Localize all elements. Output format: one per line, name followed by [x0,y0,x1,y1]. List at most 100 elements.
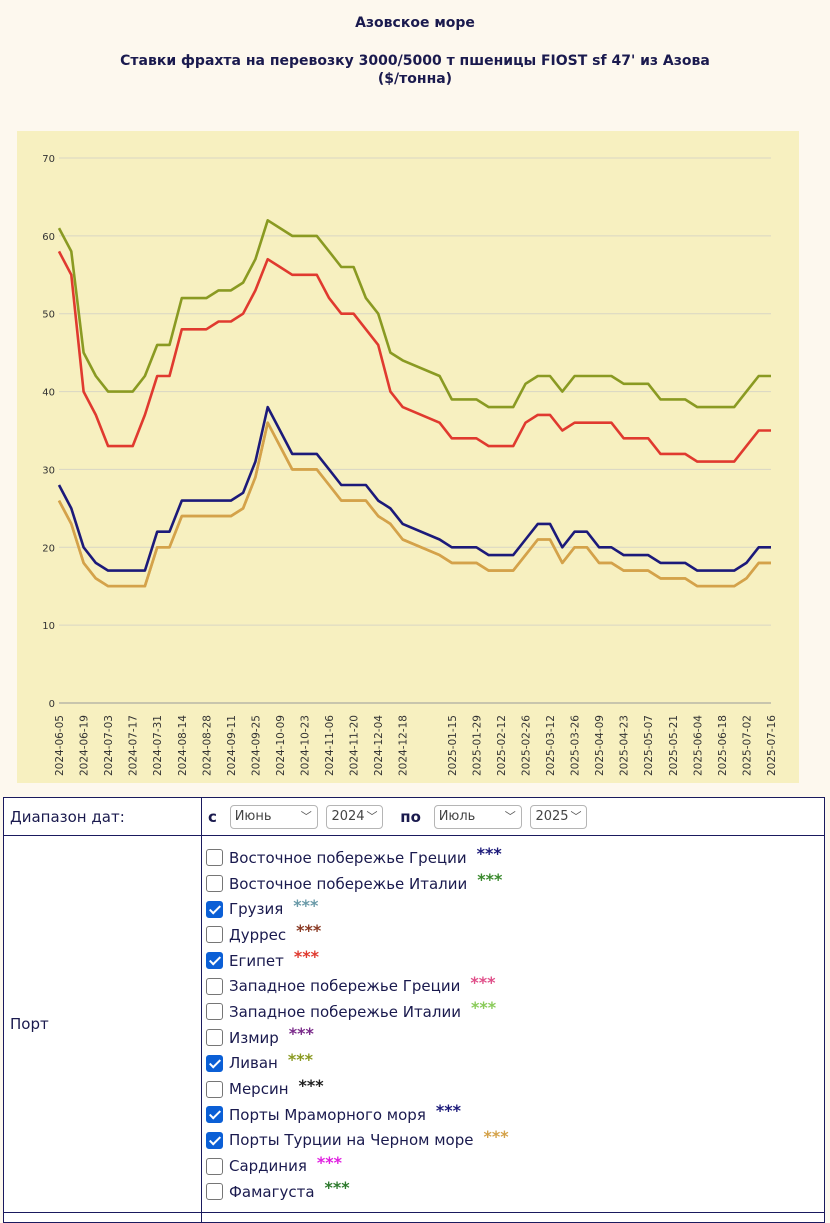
port-item[interactable]: Фамагуста *** [206,1178,823,1205]
x-tick-label: 2024-10-09 [275,715,287,776]
port-checkbox[interactable] [206,1131,223,1149]
port-checkbox[interactable] [206,875,223,893]
region-title: Азовское море [355,15,475,31]
port-item-label: Западное побережье Италии [229,1002,461,1021]
x-tick-label: 2025-06-18 [717,715,729,776]
to-year-select[interactable]: 2025 ﹀ [530,804,588,829]
date-range-label: Диапазон дат: [3,797,202,836]
port-item[interactable]: Восточное побережье Греции *** [206,844,823,871]
x-tick-label: 2025-05-07 [643,715,655,776]
port-item-label: Восточное побережье Италии [229,874,468,893]
series-line [57,405,771,572]
form-footer-cell [3,1211,202,1223]
port-checkbox[interactable] [206,1029,223,1047]
filter-form: Диапазон дат: с Июнь ﹀ 2024 ﹀ по Июль ﹀ 202… [3,797,825,1223]
y-tick-label: 20 [42,543,55,554]
x-tick-label: 2025-02-12 [496,715,508,776]
port-checkbox[interactable] [206,952,223,970]
from-year-select[interactable]: 2024 ﹀ [326,804,384,829]
x-tick-label: 2024-12-18 [398,715,410,776]
port-checkbox[interactable] [206,926,223,944]
port-label: Порт [3,835,202,1213]
port-checkbox[interactable] [206,1054,223,1072]
date-range-row: Диапазон дат: с Июнь ﹀ 2024 ﹀ по Июль ﹀ 202… [3,797,825,836]
port-item[interactable]: Ливан *** [206,1049,823,1077]
x-tick-label: 2024-08-28 [201,715,213,776]
x-tick-label: 2025-01-29 [471,715,483,776]
series-line [57,421,771,588]
port-item-label: Порты Турции на Черном море [229,1131,474,1150]
port-item-label: Сардиния [229,1157,307,1176]
port-list: Восточное побережье Греции *** Восточное п… [206,837,823,1211]
port-item[interactable]: Западное побережье Италии *** [206,998,823,1025]
y-tick-label: 30 [42,465,55,476]
port-item[interactable]: Восточное побережье Италии *** [206,870,823,897]
port-checkbox[interactable] [206,1183,223,1201]
series-color-marker: *** [287,1049,313,1069]
from-month-select[interactable]: Июнь ﹀ [229,804,318,829]
x-tick-label: 2025-07-16 [766,715,778,776]
chevron-down-icon: ﹀ [300,809,312,823]
x-tick-label: 2025-03-12 [545,715,557,776]
series-color-marker: *** [483,1126,509,1146]
port-item-label: Западное побережье Греции [229,977,461,996]
plot-background [17,131,799,783]
x-tick-label: 2024-06-05 [54,715,66,776]
port-checkbox[interactable] [206,900,223,918]
series-color-marker: *** [293,895,319,915]
x-tick-label: 2024-08-14 [177,715,189,776]
port-item-label: Фамагуста [229,1182,315,1201]
port-item-label: Измир [229,1028,279,1047]
port-checkbox[interactable] [206,1106,223,1124]
port-item[interactable]: Сардиния *** [206,1153,823,1179]
chevron-down-icon: ﹀ [504,809,516,823]
to-month-select[interactable]: Июль ﹀ [433,804,522,829]
freight-rate-chart: 0 10 20 30 40 50 60 70 2024-06-05 2024-06-19 2024-… [17,131,799,783]
series-color-marker: *** [477,870,503,890]
x-tick-label: 2024-07-03 [103,715,115,776]
port-item[interactable]: Западное побережье Греции *** [206,973,823,999]
x-tick-label: 2025-04-23 [619,715,631,776]
series-color-marker: *** [298,1075,324,1095]
x-tick-label: 2025-06-04 [692,715,704,776]
port-item[interactable]: Измир *** [206,1024,823,1051]
series-color-marker: *** [293,947,319,967]
port-item-label: Египет [229,951,284,970]
form-footer-cell [201,1211,825,1223]
series-color-marker: *** [476,844,502,864]
x-tick-label: 2024-11-06 [324,715,336,776]
port-item[interactable]: Порты Турции на Черном море *** [206,1126,823,1154]
chart-title: Ставки фрахта на перевозку 3000/5000 т п… [0,52,830,88]
x-tick-label: 2025-02-26 [520,715,532,776]
port-checkbox[interactable] [206,977,223,995]
x-tick-label: 2024-11-20 [349,715,361,776]
port-item[interactable]: Египет *** [206,947,823,974]
from-word: с [208,807,217,826]
y-tick-label: 60 [42,232,55,243]
port-item[interactable]: Грузия *** [206,896,823,922]
x-tick-label: 2024-06-19 [79,715,91,776]
port-row: Порт Восточное побережье Греции *** Восточ… [3,835,825,1213]
series-color-marker: *** [470,972,496,992]
to-month-value: Июль [438,808,476,824]
x-tick-label: 2024-07-31 [152,715,164,776]
y-tick-label: 10 [42,621,55,632]
port-item-label: Восточное побережье Греции [229,848,467,867]
port-checkbox[interactable] [206,1080,223,1098]
port-checkbox[interactable] [206,1157,223,1175]
port-checkbox[interactable] [206,1003,223,1021]
port-item[interactable]: Дуррес *** [206,921,823,948]
port-item[interactable]: Порты Мраморного моря *** [206,1101,823,1128]
to-word: по [400,807,421,826]
port-item[interactable]: Мерсин *** [206,1076,823,1102]
date-range-controls: с Июнь ﹀ 2024 ﹀ по Июль ﹀ 2025 ﹀ [201,797,825,836]
port-item-label: Дуррес [229,925,287,944]
y-tick-label: 50 [42,310,55,321]
chevron-down-icon: ﹀ [366,809,378,823]
series-color-marker: *** [316,1152,342,1172]
from-month-value: Июнь [234,808,272,824]
chevron-down-icon: ﹀ [570,809,582,823]
port-checkbox[interactable] [206,849,223,867]
series-color-marker: *** [435,1101,461,1121]
x-tick-label: 2025-04-09 [594,715,606,776]
